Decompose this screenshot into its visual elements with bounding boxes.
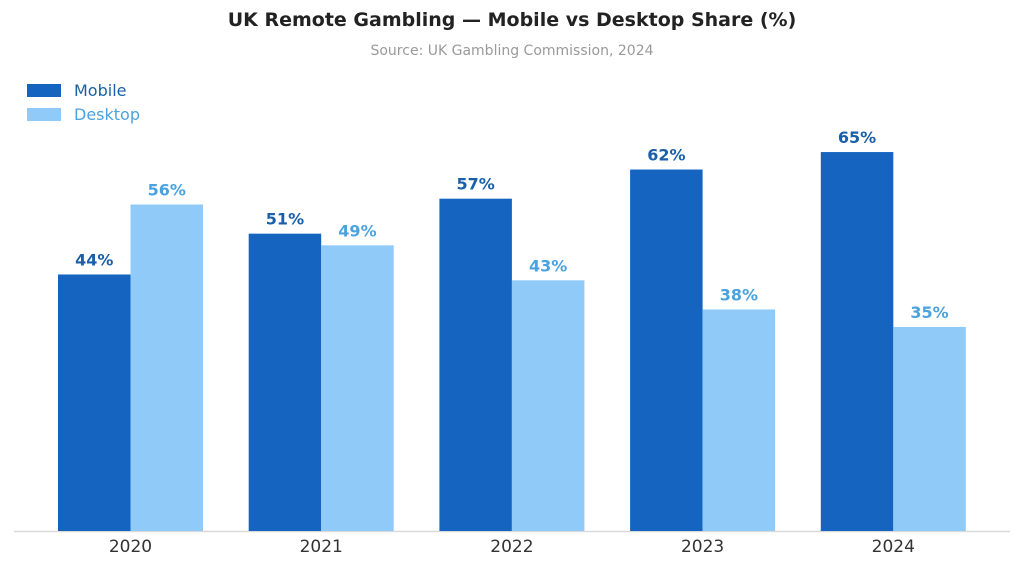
legend-label-desktop: Desktop — [74, 104, 140, 124]
data-label-desktop-2023: 38% — [720, 285, 758, 304]
bar-mobile-2022 — [439, 198, 512, 531]
chart-title: UK Remote Gambling — Mobile vs Desktop S… — [227, 9, 797, 31]
bar-desktop-2024 — [893, 326, 966, 531]
legend: Mobile Desktop — [27, 78, 140, 126]
bar-mobile-2021 — [248, 233, 322, 532]
bar-desktop-2022 — [511, 280, 585, 531]
legend-label-mobile: Mobile — [74, 80, 127, 100]
bar-desktop-2020 — [130, 204, 203, 531]
chart-subtitle: Source: UK Gambling Commission, 2024 — [370, 43, 654, 59]
legend-swatch-mobile — [27, 83, 61, 97]
data-label-mobile-2022: 57% — [457, 175, 495, 194]
legend-item-mobile: Mobile — [27, 78, 140, 102]
bar-mobile-2020 — [58, 274, 131, 531]
data-label-desktop-2020: 56% — [148, 181, 186, 200]
data-label-desktop-2022: 43% — [529, 256, 567, 275]
x-tick-label-2023: 2023 — [681, 537, 724, 557]
data-label-desktop-2021: 49% — [338, 221, 376, 240]
x-tick-label-2024: 2024 — [872, 537, 915, 557]
x-tick-label-2020: 2020 — [109, 537, 152, 557]
data-label-mobile-2023: 62% — [647, 146, 685, 165]
bar-mobile-2024 — [820, 152, 894, 532]
legend-item-desktop: Desktop — [27, 102, 140, 126]
data-label-desktop-2024: 35% — [910, 303, 948, 322]
bar-desktop-2021 — [321, 245, 394, 531]
data-label-mobile-2024: 65% — [838, 128, 876, 147]
legend-swatch-desktop — [27, 107, 61, 121]
bar-desktop-2023 — [702, 309, 776, 531]
bar-mobile-2023 — [630, 169, 703, 532]
data-label-mobile-2020: 44% — [75, 250, 113, 269]
data-label-mobile-2021: 51% — [266, 210, 304, 229]
x-tick-label-2022: 2022 — [490, 537, 533, 557]
x-tick-label-2021: 2021 — [300, 537, 343, 557]
